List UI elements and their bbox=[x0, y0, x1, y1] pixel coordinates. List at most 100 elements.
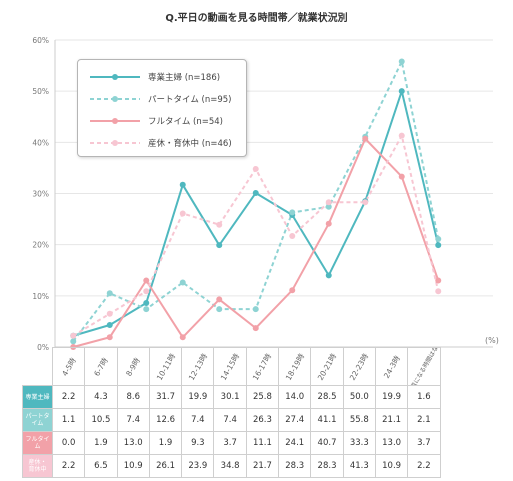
data-label: 19.9 bbox=[374, 385, 409, 409]
table-row: フルタイム 0.0 1.9 13.0 1.9 9.3 3.7 11.1 24.1 40.7 33.3… bbox=[22, 431, 441, 455]
table-corner bbox=[22, 347, 53, 386]
data-label: 33.3 bbox=[342, 431, 376, 455]
row-label: 産休・ 育休中 bbox=[22, 454, 53, 478]
data-point-series-1 bbox=[179, 181, 186, 188]
data-label: 3.7 bbox=[213, 431, 247, 455]
data-label: 26.1 bbox=[148, 454, 183, 478]
data-point-series-2 bbox=[398, 58, 405, 65]
legend-label: 専業主婦 (n=186) bbox=[148, 73, 221, 83]
data-label: 11.1 bbox=[245, 431, 280, 455]
data-label: 7.4 bbox=[213, 408, 247, 432]
data-label: 1.9 bbox=[84, 431, 118, 455]
x-tick-label: 10-11時 bbox=[154, 351, 177, 382]
data-point-series-4 bbox=[362, 199, 369, 206]
x-tick-label: 20-21時 bbox=[315, 351, 339, 382]
data-label: 13.0 bbox=[116, 431, 150, 455]
y-tick-label: 50% bbox=[32, 87, 49, 96]
data-point-series-2 bbox=[179, 279, 186, 286]
data-point-series-3 bbox=[216, 296, 223, 303]
x-tick-label: 24-3時 bbox=[381, 353, 402, 380]
data-point-series-2 bbox=[143, 306, 150, 313]
data-point-series-3 bbox=[435, 277, 442, 284]
row-label: パートタイム bbox=[22, 408, 53, 432]
data-label: 28.3 bbox=[310, 454, 344, 478]
x-tick-label: 14-15時 bbox=[218, 351, 242, 382]
legend-label: パートタイム (n=95) bbox=[148, 95, 232, 105]
category-header: 18-19時 bbox=[278, 347, 312, 386]
data-label: 0.0 bbox=[51, 431, 86, 455]
data-label: 28.3 bbox=[278, 454, 312, 478]
data-point-series-4 bbox=[216, 221, 223, 228]
data-label: 7.4 bbox=[116, 408, 150, 432]
category-header: 6-7時 bbox=[84, 347, 118, 386]
table-row: 専業主婦 2.2 4.3 8.6 31.7 19.9 30.1 25.8 14.0 28.5 50.… bbox=[22, 385, 441, 409]
category-header: 10-11時 bbox=[148, 347, 183, 386]
data-label: 26.3 bbox=[245, 408, 280, 432]
data-point-series-2 bbox=[325, 203, 332, 210]
data-point-series-4 bbox=[106, 310, 113, 317]
category-header: 16-17時 bbox=[245, 347, 280, 386]
y-tick-label: 40% bbox=[32, 138, 49, 147]
data-label: 8.6 bbox=[116, 385, 150, 409]
legend-item: 専業主婦 (n=186) bbox=[78, 66, 246, 88]
row-label: 専業主婦 bbox=[22, 385, 53, 409]
data-label: 1.6 bbox=[407, 385, 441, 409]
data-point-series-4 bbox=[252, 165, 259, 172]
table-row: 産休・ 育休中 2.2 6.5 10.9 26.1 23.9 34.8 21.7 28.3 28.3… bbox=[22, 454, 441, 478]
data-point-series-3 bbox=[143, 277, 150, 284]
data-point-series-2 bbox=[435, 236, 442, 243]
data-label: 2.2 bbox=[51, 385, 86, 409]
data-point-series-3 bbox=[252, 325, 259, 332]
legend-swatch bbox=[90, 118, 140, 124]
row-label: フルタイム bbox=[22, 431, 53, 455]
category-header: 4-5時 bbox=[51, 347, 86, 386]
data-point-series-2 bbox=[106, 290, 113, 297]
x-tick-label: 6-7時 bbox=[92, 355, 110, 378]
data-label: 40.7 bbox=[310, 431, 344, 455]
data-label: 9.3 bbox=[181, 431, 215, 455]
data-point-series-1 bbox=[216, 242, 223, 249]
data-label: 34.8 bbox=[213, 454, 247, 478]
chart-title: Q.平日の動画を見る時間帯／就業状況別 bbox=[165, 13, 348, 24]
category-header: 24-3時 bbox=[374, 347, 409, 386]
data-label: 1.1 bbox=[51, 408, 86, 432]
data-label: 2.1 bbox=[407, 408, 441, 432]
data-point-series-4 bbox=[398, 132, 405, 139]
data-label: 4.3 bbox=[84, 385, 118, 409]
category-header: 22-23時 bbox=[342, 347, 376, 386]
y-tick-label: 10% bbox=[32, 292, 49, 301]
data-label: 13.0 bbox=[374, 431, 409, 455]
data-label: 41.3 bbox=[342, 454, 376, 478]
data-label: 21.7 bbox=[245, 454, 280, 478]
data-point-series-4 bbox=[289, 232, 296, 239]
data-point-series-1 bbox=[435, 242, 442, 249]
data-point-series-2 bbox=[70, 338, 77, 345]
x-tick-label: ご覧になる時間はない bbox=[407, 347, 441, 386]
legend-item: フルタイム (n=54) bbox=[78, 110, 246, 132]
unit-label: (%) bbox=[485, 336, 499, 345]
x-tick-label: 12-13時 bbox=[186, 351, 210, 382]
data-label: 30.1 bbox=[213, 385, 247, 409]
data-point-series-3 bbox=[106, 334, 113, 341]
data-label: 2.2 bbox=[407, 454, 441, 478]
category-header: 14-15時 bbox=[213, 347, 247, 386]
x-tick-label: 8-9時 bbox=[124, 355, 143, 378]
data-label: 27.4 bbox=[278, 408, 312, 432]
category-header: 20-21時 bbox=[310, 347, 344, 386]
data-point-series-1 bbox=[106, 321, 113, 328]
category-header: ご覧になる時間はない bbox=[407, 347, 441, 386]
data-point-series-4 bbox=[179, 210, 186, 217]
data-point-series-4 bbox=[143, 288, 150, 295]
data-point-series-3 bbox=[289, 287, 296, 294]
data-label: 55.8 bbox=[342, 408, 376, 432]
data-label: 10.9 bbox=[374, 454, 409, 478]
data-point-series-2 bbox=[216, 306, 223, 313]
data-label: 10.5 bbox=[84, 408, 118, 432]
data-label: 6.5 bbox=[84, 454, 118, 478]
x-tick-label: 18-19時 bbox=[283, 351, 306, 382]
legend-swatch bbox=[90, 74, 140, 80]
data-label: 25.8 bbox=[245, 385, 280, 409]
category-header: 12-13時 bbox=[181, 347, 215, 386]
data-label: 21.1 bbox=[374, 408, 409, 432]
legend-label: フルタイム (n=54) bbox=[148, 117, 223, 127]
